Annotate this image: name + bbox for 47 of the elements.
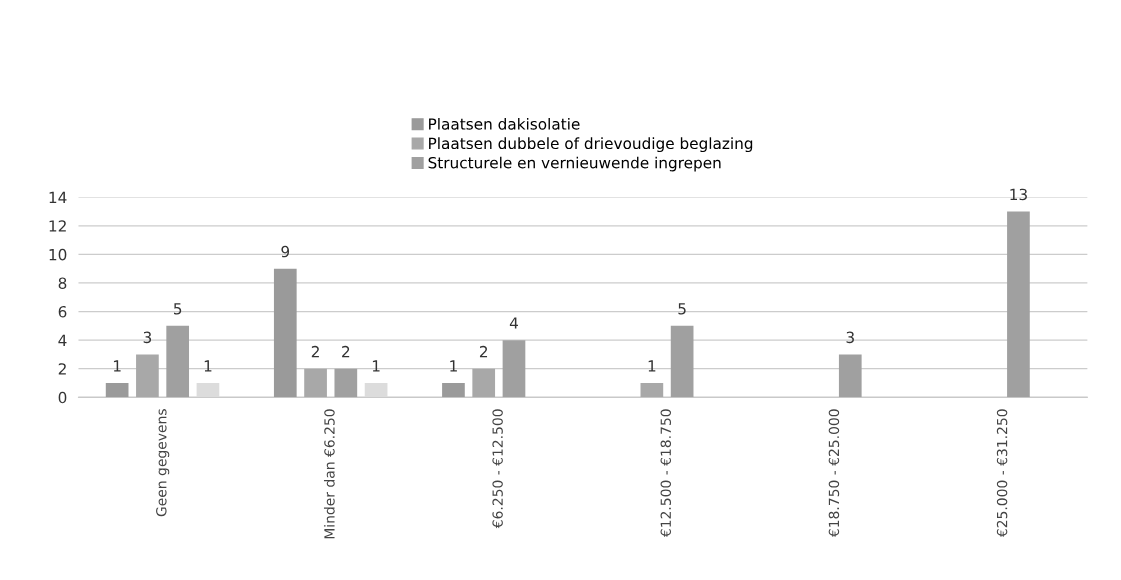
bar — [334, 368, 358, 398]
y-tick-label: 14 — [49, 191, 67, 203]
data-label: 4 — [509, 317, 518, 329]
bar — [472, 368, 496, 398]
bar — [670, 325, 694, 398]
legend-label: Plaatsen dubbele of drievoudige beglazing — [429, 137, 753, 153]
x-tick-label: €18.750 - €25.000 — [828, 409, 840, 538]
bar — [105, 383, 129, 398]
bar — [838, 354, 862, 398]
data-label: 5 — [174, 303, 182, 315]
bar — [136, 354, 159, 398]
data-label: 3 — [143, 331, 152, 344]
legend-label: Structurele en vernieuwende ingrepen — [428, 156, 721, 172]
data-label: 1 — [204, 360, 212, 372]
bar — [442, 383, 465, 398]
y-tick-label: 6 — [58, 306, 67, 318]
data-label: 1 — [648, 360, 656, 372]
data-label: 3 — [846, 331, 854, 344]
x-tick-label: €25.000 - €31.250 — [996, 409, 1008, 538]
data-label: 1 — [372, 360, 380, 372]
data-label: 13 — [1010, 188, 1027, 201]
bar — [640, 383, 664, 398]
bar — [364, 383, 388, 398]
x-tick-label: €12.500 - €18.750 — [660, 409, 672, 538]
data-label: 2 — [479, 345, 488, 358]
data-label: 1 — [113, 360, 121, 372]
bar — [273, 268, 297, 398]
bar — [502, 340, 526, 398]
y-tick-label: 0 — [58, 391, 67, 404]
x-tick-label: Geen gegevens — [156, 409, 170, 517]
bar — [166, 325, 190, 398]
y-tick-label: 2 — [58, 363, 66, 375]
y-tick-label: 10 — [49, 248, 67, 261]
data-label: 2 — [311, 345, 319, 358]
y-tick-label: 4 — [58, 334, 67, 346]
bar — [1007, 211, 1030, 398]
data-label: 1 — [450, 360, 457, 372]
legend-label: Plaatsen dakisolatie — [429, 117, 580, 130]
bar — [304, 368, 327, 398]
y-tick-label: 12 — [49, 220, 66, 232]
data-label: 2 — [342, 345, 350, 358]
data-label: 5 — [678, 303, 686, 315]
data-label: 9 — [281, 245, 290, 258]
bar — [196, 383, 220, 398]
y-tick-label: 8 — [58, 277, 67, 289]
x-tick-label: Minder dan €6.250 — [323, 409, 335, 539]
x-tick-label: €6.250 - €12.500 — [492, 409, 503, 529]
